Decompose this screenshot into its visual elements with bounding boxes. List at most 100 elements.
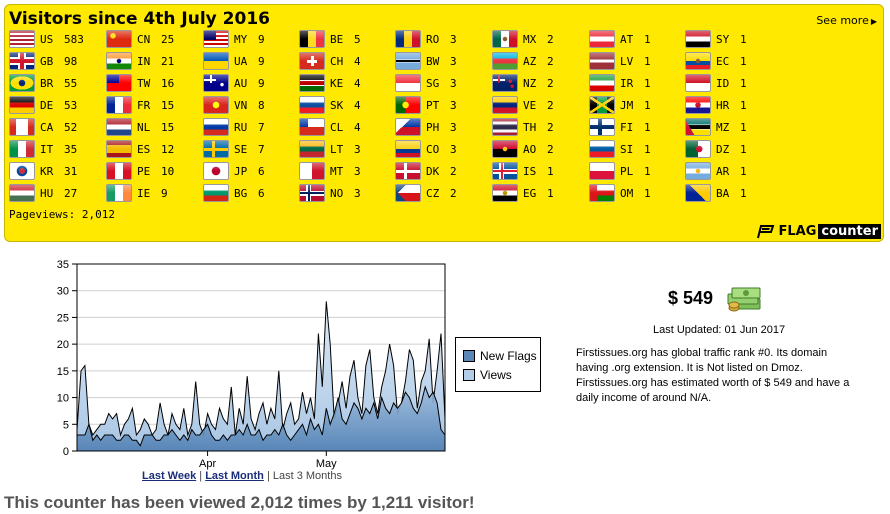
flag-entry-nl[interactable]: NL 15 [106, 117, 198, 137]
flag-entry-fi[interactable]: FI 1 [589, 117, 681, 137]
visitor-count: 3 [354, 186, 361, 200]
country-code: RO [426, 32, 440, 46]
range-separator-2: | [266, 470, 270, 482]
flag-entry-hu[interactable]: HU 27 [9, 183, 101, 203]
flag-entry-de[interactable]: DE 53 [9, 95, 101, 115]
es-flag-icon [106, 140, 132, 158]
flag-entry-tw[interactable]: TW 16 [106, 73, 198, 93]
visitor-count: 1 [644, 142, 651, 156]
flag-entry-ao[interactable]: AO 2 [492, 139, 584, 159]
flag-entry-si[interactable]: SI 1 [589, 139, 681, 159]
flag-entry-ba[interactable]: BA 1 [685, 183, 777, 203]
flag-entry-us[interactable]: US 583 [9, 29, 101, 49]
country-code: AR [716, 164, 730, 178]
visitor-count: 1 [740, 98, 747, 112]
country-code: ID [716, 76, 730, 90]
flag-entry-mt[interactable]: MT 3 [299, 161, 391, 181]
last-updated: Last Updated: 01 Jun 2017 [653, 324, 786, 336]
country-code: SY [716, 32, 730, 46]
flag-entry-bg[interactable]: BG 6 [203, 183, 295, 203]
se-flag-icon [203, 140, 229, 158]
flag-entry-se[interactable]: SE 7 [203, 139, 295, 159]
flag-entry-au[interactable]: AU 9 [203, 73, 295, 93]
flag-entry-ca[interactable]: CA 52 [9, 117, 101, 137]
flag-entry-ch[interactable]: CH 4 [299, 51, 391, 71]
flag-entry-dz[interactable]: DZ 1 [685, 139, 777, 159]
hr-flag-icon [685, 96, 711, 114]
country-code: IR [620, 76, 634, 90]
flag-entry-jm[interactable]: JM 1 [589, 95, 681, 115]
legend-item-new-flags: New Flags [463, 349, 537, 363]
site-description: Firstissues.org has global traffic rank … [576, 347, 850, 404]
flag-entry-ua[interactable]: UA 9 [203, 51, 295, 71]
fi-flag-icon [589, 118, 615, 136]
pl-flag-icon [589, 162, 615, 180]
flag-entry-id[interactable]: ID 1 [685, 73, 777, 93]
flag-entry-ro[interactable]: RO 3 [395, 29, 487, 49]
flag-entry-ar[interactable]: AR 1 [685, 161, 777, 181]
see-more-link[interactable]: See more ▶ [816, 14, 877, 27]
nl-flag-icon [106, 118, 132, 136]
last-month-link[interactable]: Last Month [205, 470, 264, 482]
flag-entry-eg[interactable]: EG 1 [492, 183, 584, 203]
flag-entry-no[interactable]: NO 3 [299, 183, 391, 203]
flag-entry-ir[interactable]: IR 1 [589, 73, 681, 93]
flag-entry-ec[interactable]: EC 1 [685, 51, 777, 71]
flag-entry-is[interactable]: IS 1 [492, 161, 584, 181]
flag-entry-ve[interactable]: VE 2 [492, 95, 584, 115]
flag-entry-be[interactable]: BE 5 [299, 29, 391, 49]
flag-entry-cz[interactable]: CZ 2 [395, 183, 487, 203]
country-code: BE [330, 32, 344, 46]
flag-entry-sk[interactable]: SK 4 [299, 95, 391, 115]
no-flag-icon [299, 184, 325, 202]
flag-entry-sy[interactable]: SY 1 [685, 29, 777, 49]
flag-entry-dk[interactable]: DK 2 [395, 161, 487, 181]
flag-entry-fr[interactable]: FR 15 [106, 95, 198, 115]
flag-entry-br[interactable]: BR 55 [9, 73, 101, 93]
flag-entry-ru[interactable]: RU 7 [203, 117, 295, 137]
flag-entry-gb[interactable]: GB 98 [9, 51, 101, 71]
ch-flag-icon [299, 52, 325, 70]
flag-entry-es[interactable]: ES 12 [106, 139, 198, 159]
flag-entry-pe[interactable]: PE 10 [106, 161, 198, 181]
flagcounter-logo[interactable]: FLAG counter [756, 224, 881, 239]
flag-entry-co[interactable]: CO 3 [395, 139, 487, 159]
visitor-count: 1 [644, 76, 651, 90]
flag-entry-ke[interactable]: KE 4 [299, 73, 391, 93]
x-tick-label: Apr [199, 458, 216, 470]
flag-entry-sg[interactable]: SG 3 [395, 73, 487, 93]
flag-entry-lv[interactable]: LV 1 [589, 51, 681, 71]
flag-entry-pl[interactable]: PL 1 [589, 161, 681, 181]
flag-entry-ie[interactable]: IE 9 [106, 183, 198, 203]
flag-entry-az[interactable]: AZ 2 [492, 51, 584, 71]
country-code: LV [620, 54, 634, 68]
country-code: BA [716, 186, 730, 200]
last-week-link[interactable]: Last Week [142, 470, 197, 482]
flag-entry-jp[interactable]: JP 6 [203, 161, 295, 181]
flag-entry-ph[interactable]: PH 3 [395, 117, 487, 137]
flag-entry-th[interactable]: TH 2 [492, 117, 584, 137]
is-flag-icon [492, 162, 518, 180]
flag-entry-mz[interactable]: MZ 1 [685, 117, 777, 137]
flag-entry-pt[interactable]: PT 3 [395, 95, 487, 115]
flag-entry-my[interactable]: MY 9 [203, 29, 295, 49]
see-more-label[interactable]: See more [816, 14, 869, 27]
flag-entry-nz[interactable]: NZ 2 [492, 73, 584, 93]
flag-entry-hr[interactable]: HR 1 [685, 95, 777, 115]
flag-entry-mx[interactable]: MX 2 [492, 29, 584, 49]
dz-flag-icon [685, 140, 711, 158]
flag-entry-at[interactable]: AT 1 [589, 29, 681, 49]
flag-entry-it[interactable]: IT 35 [9, 139, 101, 159]
flag-entry-in[interactable]: IN 21 [106, 51, 198, 71]
cl-flag-icon [299, 118, 325, 136]
flag-entry-cl[interactable]: CL 4 [299, 117, 391, 137]
mx-flag-icon [492, 30, 518, 48]
flag-entry-lt[interactable]: LT 3 [299, 139, 391, 159]
flag-entry-kr[interactable]: KR 31 [9, 161, 101, 181]
flag-entry-bw[interactable]: BW 3 [395, 51, 487, 71]
country-code: MY [234, 32, 248, 46]
flag-entry-vn[interactable]: VN 8 [203, 95, 295, 115]
flag-entry-om[interactable]: OM 1 [589, 183, 681, 203]
visitor-count: 4 [354, 120, 361, 134]
flag-entry-cn[interactable]: CN 25 [106, 29, 198, 49]
